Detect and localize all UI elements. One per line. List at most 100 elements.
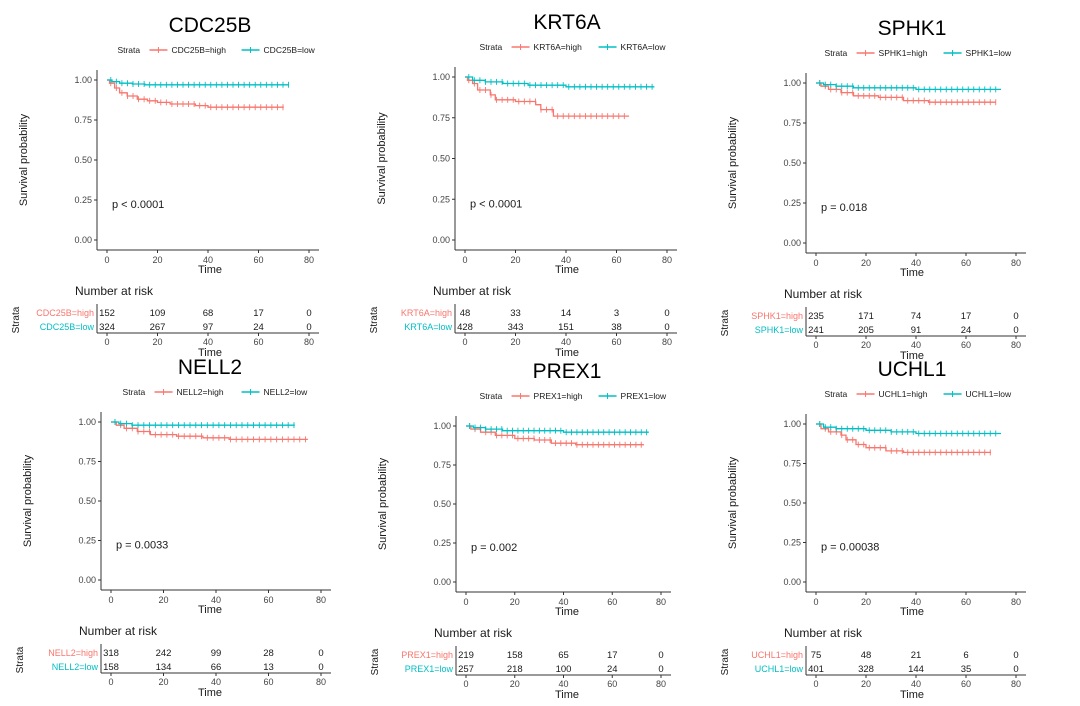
risk-x-tick-label: 60 [263, 677, 273, 687]
x-tick-label: 40 [211, 595, 221, 605]
risk-value: 17 [253, 308, 264, 319]
x-tick-label: 80 [316, 595, 326, 605]
risk-value: 0 [306, 322, 311, 333]
risk-value: 33 [510, 308, 521, 319]
risk-value: 28 [263, 648, 274, 659]
survival-line-low [466, 425, 649, 433]
risk-table-title: Number at risk [434, 626, 513, 640]
survival-line-low [816, 82, 1001, 91]
p-value: p < 0.0001 [112, 199, 164, 211]
risk-x-tick-label: 40 [561, 337, 571, 347]
risk-value: 0 [658, 650, 663, 661]
chart-title: CDC25B [169, 14, 252, 37]
risk-x-tick-label: 0 [104, 337, 109, 347]
risk-x-tick-label: 0 [108, 677, 113, 687]
risk-value: 75 [811, 650, 822, 661]
risk-value: 144 [908, 664, 924, 675]
legend-label-low: UCHL1=low [966, 389, 1012, 399]
risk-x-axis-label: Time [555, 689, 579, 701]
risk-value: 91 [911, 325, 922, 336]
y-tick-label: 0.75 [783, 118, 801, 128]
x-tick-label: 20 [510, 597, 520, 607]
y-tick-label: 1.00 [783, 78, 801, 88]
risk-x-tick-label: 40 [203, 337, 213, 347]
risk-x-tick-label: 20 [152, 337, 162, 347]
risk-value: 24 [253, 322, 264, 333]
y-axis-label: Survival probability [727, 456, 739, 549]
risk-value: 48 [460, 308, 471, 319]
risk-value: 38 [611, 322, 622, 333]
risk-value: 13 [263, 662, 274, 673]
risk-x-tick-label: 20 [510, 337, 520, 347]
risk-x-tick-label: 0 [813, 679, 818, 689]
risk-row-label-high: PREX1=high [401, 650, 453, 660]
y-tick-label: 0.50 [74, 155, 92, 165]
risk-table-title: Number at risk [79, 624, 158, 638]
risk-value: 152 [99, 308, 115, 319]
x-tick-label: 60 [253, 255, 263, 265]
legend-label-high: NELL2=high [177, 387, 224, 397]
p-value: p = 0.018 [821, 202, 867, 214]
risk-value: 218 [507, 664, 523, 675]
y-tick-label: 0.75 [78, 457, 96, 467]
chart-title: KRT6A [533, 11, 600, 34]
y-tick-label: 0.00 [432, 235, 450, 245]
risk-value: 241 [808, 325, 824, 336]
x-axis-label: Time [900, 267, 924, 279]
risk-x-axis-label: Time [555, 347, 579, 359]
risk-row-label-high: NELL2=high [48, 648, 98, 658]
y-tick-label: 1.00 [432, 72, 450, 82]
legend-title: Strata [117, 45, 140, 55]
legend-title: Strata [123, 387, 146, 397]
p-value: p = 0.0033 [116, 539, 168, 551]
risk-value: 3 [614, 308, 619, 319]
risk-value: 158 [103, 662, 119, 673]
y-tick-label: 1.00 [74, 75, 92, 85]
y-tick-label: 0.50 [433, 499, 451, 509]
x-tick-label: 0 [108, 595, 113, 605]
y-tick-label: 0.50 [783, 498, 801, 508]
y-tick-label: 0.00 [783, 238, 801, 248]
x-tick-label: 0 [462, 255, 467, 265]
risk-value: 48 [861, 650, 872, 661]
legend-label-low: PREX1=low [621, 391, 667, 401]
legend-title: Strata [825, 389, 848, 399]
legend-label-high: UCHL1=high [879, 389, 928, 399]
legend-label-high: SPHK1=high [879, 48, 928, 58]
survival-line-low [816, 423, 1001, 435]
risk-y-axis-label: Strata [720, 309, 731, 336]
risk-x-tick-label: 80 [656, 679, 666, 689]
risk-x-tick-label: 40 [211, 677, 221, 687]
p-value: p < 0.0001 [470, 198, 522, 210]
risk-value: 328 [858, 664, 874, 675]
chart-title: UCHL1 [878, 358, 947, 381]
survival-line-high [107, 79, 284, 108]
risk-y-axis-label: Strata [720, 648, 731, 675]
x-axis-label: Time [198, 604, 222, 616]
risk-x-tick-label: 60 [607, 679, 617, 689]
risk-x-tick-label: 0 [463, 679, 468, 689]
survival-line-high [111, 421, 308, 441]
x-axis-label: Time [198, 264, 222, 276]
y-tick-label: 1.00 [433, 421, 451, 431]
risk-value: 343 [508, 322, 524, 333]
x-tick-label: 60 [961, 597, 971, 607]
y-axis-label: Survival probability [727, 116, 739, 209]
risk-x-axis-label: Time [198, 687, 222, 699]
y-tick-label: 0.50 [432, 154, 450, 164]
survival-line-low [107, 79, 289, 86]
chart-title: SPHK1 [878, 17, 947, 40]
legend-label-low: KRT6A=low [621, 42, 667, 52]
x-tick-label: 0 [813, 258, 818, 268]
risk-value: 0 [1013, 325, 1018, 336]
survival-line-high [816, 423, 991, 454]
risk-value: 0 [1013, 311, 1018, 322]
risk-y-axis-label: Strata [11, 306, 22, 333]
risk-x-axis-label: Time [198, 347, 222, 359]
legend-label-high: CDC25B=high [171, 45, 226, 55]
survival-line-low [465, 76, 655, 88]
risk-y-axis-label: Strata [370, 648, 381, 675]
x-tick-label: 20 [861, 597, 871, 607]
y-axis-label: Survival probability [376, 112, 388, 205]
risk-value: 171 [858, 311, 874, 322]
